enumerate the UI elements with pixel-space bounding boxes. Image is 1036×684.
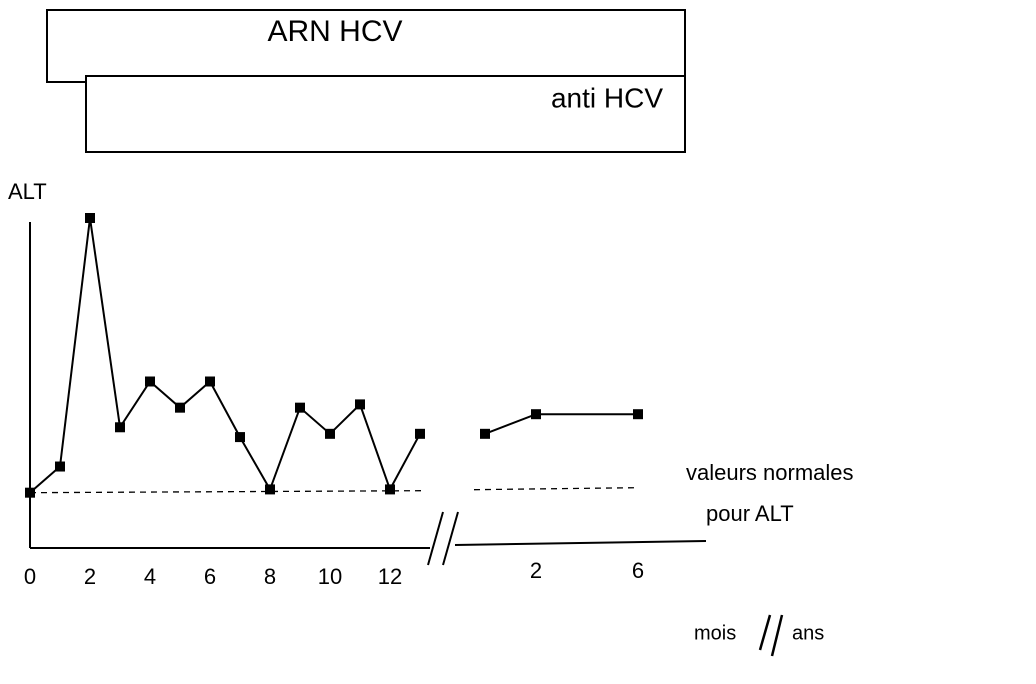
- normal-label: valeurs normales: [686, 460, 854, 485]
- data-point: [531, 409, 541, 420]
- x-tick-label: 6: [204, 564, 216, 589]
- data-line: [484, 413, 638, 435]
- axis-break: [442, 511, 459, 566]
- normal-line: [473, 487, 639, 491]
- axis-break: [770, 614, 784, 657]
- data-point: [205, 376, 215, 387]
- x-tick-label: 6: [632, 558, 644, 583]
- axis-break: [427, 511, 444, 566]
- x-axis: [454, 540, 707, 546]
- normal-label: pour ALT: [706, 501, 794, 526]
- data-point: [325, 428, 335, 439]
- normal-line: [29, 490, 426, 494]
- bar-label: ARN HCV: [267, 15, 402, 48]
- data-point: [355, 399, 365, 410]
- anti-bar: [85, 75, 686, 153]
- data-point: [265, 484, 275, 495]
- data-point: [115, 422, 125, 433]
- data-point: [385, 484, 395, 495]
- data-line: [29, 217, 421, 494]
- data-point: [480, 428, 490, 439]
- data-point: [55, 461, 65, 472]
- x-tick-label: 4: [144, 564, 156, 589]
- x-label: mois: [694, 622, 736, 644]
- x-tick-label: 0: [24, 564, 36, 589]
- data-point: [145, 376, 155, 387]
- data-point: [235, 432, 245, 443]
- bar-label: anti HCV: [551, 82, 663, 113]
- x-tick-label: 10: [318, 564, 342, 589]
- y-label: ALT: [8, 179, 47, 204]
- data-point: [295, 402, 305, 413]
- x-tick-label: 2: [530, 558, 542, 583]
- data-point: [415, 428, 425, 439]
- x-tick-label: 8: [264, 564, 276, 589]
- data-point: [25, 487, 35, 498]
- x-tick-label: 12: [378, 564, 402, 589]
- x-label: ans: [792, 622, 824, 644]
- data-point: [633, 409, 643, 420]
- axis-break: [758, 614, 772, 651]
- x-tick-label: 2: [84, 564, 96, 589]
- data-point: [175, 402, 185, 413]
- data-point: [85, 213, 95, 223]
